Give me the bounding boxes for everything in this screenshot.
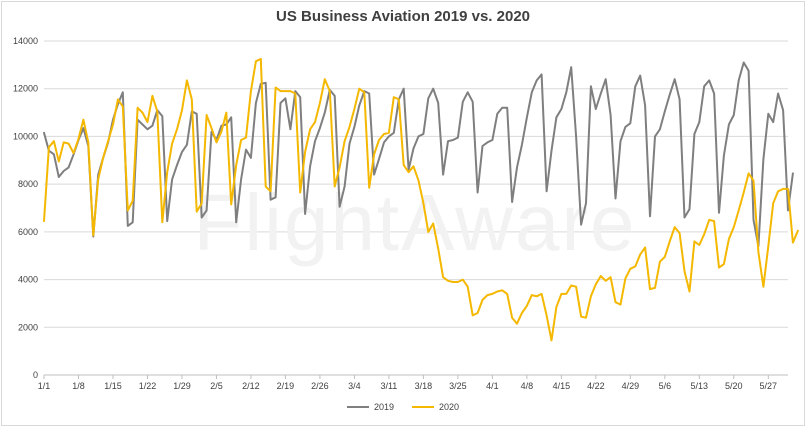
legend-item-2020: 2020: [412, 402, 459, 412]
watermark-text: FlightAware: [194, 178, 637, 267]
x-tick-label: 4/1: [486, 381, 499, 391]
x-tick-label: 3/18: [415, 381, 433, 391]
x-tick-label: 5/27: [760, 381, 778, 391]
x-tick-label: 1/29: [173, 381, 191, 391]
y-tick-label: 0: [33, 370, 38, 380]
y-tick-label: 14000: [13, 36, 38, 46]
series-line-2019: [43, 61, 794, 248]
legend: 2019 2020: [0, 402, 806, 412]
y-tick-label: 8000: [18, 179, 38, 189]
y-tick-label: 6000: [18, 227, 38, 237]
x-tick-label: 4/22: [587, 381, 605, 391]
y-tick-label: 10000: [13, 131, 38, 141]
x-tick-label: 3/4: [348, 381, 361, 391]
x-tick-label: 1/8: [72, 381, 85, 391]
series-layer: [43, 57, 799, 342]
legend-item-2019: 2019: [346, 402, 394, 412]
x-tick-label: 5/20: [725, 381, 743, 391]
y-tick-label: 2000: [18, 322, 38, 332]
gridlines: [44, 40, 788, 328]
x-tick-label: 4/8: [521, 381, 534, 391]
legend-swatch-2019: [346, 406, 369, 408]
legend-label-2020: 2020: [439, 402, 460, 412]
series-line-2020: [43, 57, 799, 342]
x-tick-label: 3/11: [380, 381, 397, 391]
x-tick-label: 1/1: [38, 381, 51, 391]
y-tick-label: 4000: [18, 275, 38, 285]
x-tick-label: 2/19: [277, 381, 295, 391]
chart-title: US Business Aviation 2019 vs. 2020: [275, 8, 531, 25]
x-tick-label: 2/5: [210, 381, 223, 391]
x-tick-label: 2/26: [311, 381, 329, 391]
x-tick-label: 3/25: [449, 381, 467, 391]
x-tick-label: 1/22: [139, 381, 157, 391]
x-tick-label: 5/6: [659, 381, 672, 391]
legend-label-2019: 2019: [373, 402, 394, 412]
x-tick-label: 4/15: [553, 381, 571, 391]
legend-swatch-2020: [412, 406, 434, 408]
x-tick-label: 2/12: [242, 381, 260, 391]
x-tick-label: 5/13: [691, 381, 709, 391]
x-tick-label: 1/15: [104, 381, 122, 391]
x-tick-label: 4/29: [622, 381, 640, 391]
y-tick-label: 12000: [13, 84, 38, 94]
axes: 0 2000 4000 6000 8000 10000 12000 14000 1/1 1/8 1/…: [13, 36, 788, 391]
